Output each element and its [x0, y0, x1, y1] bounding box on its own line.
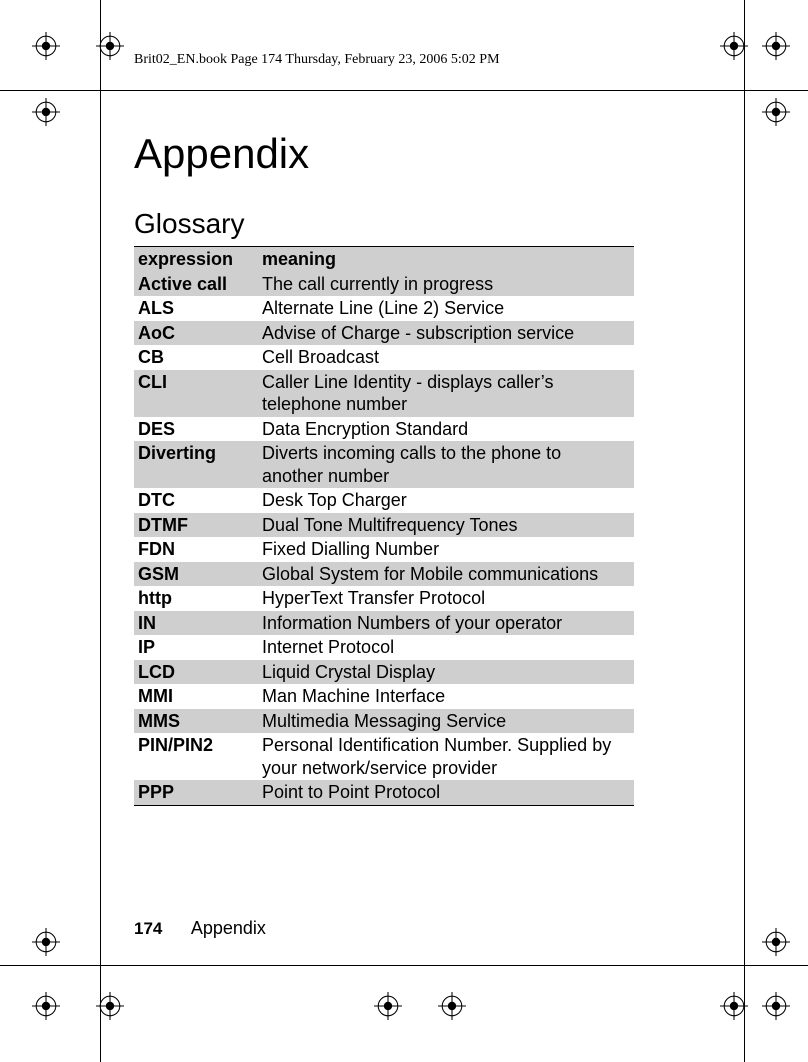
glossary-meaning: Man Machine Interface	[262, 684, 634, 709]
footer-section: Appendix	[191, 918, 266, 938]
table-row: CLICaller Line Identity - displays calle…	[134, 370, 634, 417]
table-row: DESData Encryption Standard	[134, 417, 634, 442]
reg-mark-br-outer	[762, 992, 790, 1020]
reg-mark-ml-upper	[32, 98, 60, 126]
glossary-expression: DES	[134, 417, 262, 442]
glossary-meaning: Global System for Mobile communications	[262, 562, 634, 587]
table-row: PIN/PIN2Personal Identification Number. …	[134, 733, 634, 780]
glossary-expression: GSM	[134, 562, 262, 587]
table-row: AoCAdvise of Charge - subscription servi…	[134, 321, 634, 346]
page-title: Appendix	[134, 130, 674, 178]
table-row: FDNFixed Dialling Number	[134, 537, 634, 562]
glossary-expression: MMI	[134, 684, 262, 709]
glossary-expression: Diverting	[134, 441, 262, 488]
crop-line-right	[744, 0, 745, 1062]
glossary-expression: AoC	[134, 321, 262, 346]
glossary-expression: CB	[134, 345, 262, 370]
col-header-expression: expression	[134, 247, 262, 272]
glossary-table: expression meaning Active callThe call c…	[134, 246, 634, 806]
table-header-row: expression meaning	[134, 247, 634, 272]
glossary-meaning: Diverts incoming calls to the phone to a…	[262, 441, 634, 488]
reg-mark-bl-outer	[32, 992, 60, 1020]
reg-mark-mr-upper	[762, 98, 790, 126]
glossary-expression: IN	[134, 611, 262, 636]
glossary-meaning: Data Encryption Standard	[262, 417, 634, 442]
glossary-meaning: Multimedia Messaging Service	[262, 709, 634, 734]
table-row: PPPPoint to Point Protocol	[134, 780, 634, 805]
glossary-expression: PPP	[134, 780, 262, 805]
glossary-meaning: Personal Identification Number. Supplied…	[262, 733, 634, 780]
glossary-expression: IP	[134, 635, 262, 660]
glossary-meaning: Point to Point Protocol	[262, 780, 634, 805]
crop-line-bottom	[0, 965, 808, 966]
glossary-meaning: Alternate Line (Line 2) Service	[262, 296, 634, 321]
glossary-meaning: Advise of Charge - subscription service	[262, 321, 634, 346]
glossary-meaning: Caller Line Identity - displays caller’s…	[262, 370, 634, 417]
table-row: MMIMan Machine Interface	[134, 684, 634, 709]
table-row: LCDLiquid Crystal Display	[134, 660, 634, 685]
table-row: INInformation Numbers of your operator	[134, 611, 634, 636]
section-title: Glossary	[134, 208, 674, 240]
glossary-expression: Active call	[134, 272, 262, 297]
reg-mark-tr-inner	[720, 32, 748, 60]
table-row: DTCDesk Top Charger	[134, 488, 634, 513]
reg-mark-bc-right	[438, 992, 466, 1020]
page-content: Appendix Glossary expression meaning Act…	[134, 120, 674, 806]
reg-mark-bl-inner	[96, 992, 124, 1020]
reg-mark-tl-outer	[32, 32, 60, 60]
table-row: CBCell Broadcast	[134, 345, 634, 370]
reg-mark-tr-outer	[762, 32, 790, 60]
glossary-meaning: Internet Protocol	[262, 635, 634, 660]
table-row: httpHyperText Transfer Protocol	[134, 586, 634, 611]
table-row: Active callThe call currently in progres…	[134, 272, 634, 297]
reg-mark-bc-left	[374, 992, 402, 1020]
glossary-expression: CLI	[134, 370, 262, 417]
glossary-meaning: Fixed Dialling Number	[262, 537, 634, 562]
reg-mark-ml-lower	[32, 928, 60, 956]
crop-line-top	[0, 90, 808, 91]
reg-mark-mr-lower	[762, 928, 790, 956]
table-row: DTMFDual Tone Multifrequency Tones	[134, 513, 634, 538]
glossary-expression: http	[134, 586, 262, 611]
glossary-expression: LCD	[134, 660, 262, 685]
glossary-meaning: Information Numbers of your operator	[262, 611, 634, 636]
crop-line-left	[100, 0, 101, 1062]
running-header: Brit02_EN.book Page 174 Thursday, Februa…	[134, 52, 500, 68]
page-number: 174	[134, 919, 162, 938]
glossary-expression: DTC	[134, 488, 262, 513]
glossary-meaning: Cell Broadcast	[262, 345, 634, 370]
glossary-meaning: Desk Top Charger	[262, 488, 634, 513]
table-row: ALSAlternate Line (Line 2) Service	[134, 296, 634, 321]
reg-mark-br-inner	[720, 992, 748, 1020]
glossary-meaning: Dual Tone Multifrequency Tones	[262, 513, 634, 538]
glossary-expression: FDN	[134, 537, 262, 562]
table-row: MMSMultimedia Messaging Service	[134, 709, 634, 734]
col-header-meaning: meaning	[262, 247, 634, 272]
glossary-expression: MMS	[134, 709, 262, 734]
glossary-meaning: The call currently in progress	[262, 272, 634, 297]
glossary-meaning: Liquid Crystal Display	[262, 660, 634, 685]
glossary-meaning: HyperText Transfer Protocol	[262, 586, 634, 611]
table-row: DivertingDiverts incoming calls to the p…	[134, 441, 634, 488]
glossary-expression: PIN/PIN2	[134, 733, 262, 780]
page-footer: 174 Appendix	[134, 918, 266, 939]
reg-mark-tl-inner	[96, 32, 124, 60]
table-row: GSMGlobal System for Mobile communicatio…	[134, 562, 634, 587]
table-row: IPInternet Protocol	[134, 635, 634, 660]
glossary-expression: DTMF	[134, 513, 262, 538]
glossary-expression: ALS	[134, 296, 262, 321]
